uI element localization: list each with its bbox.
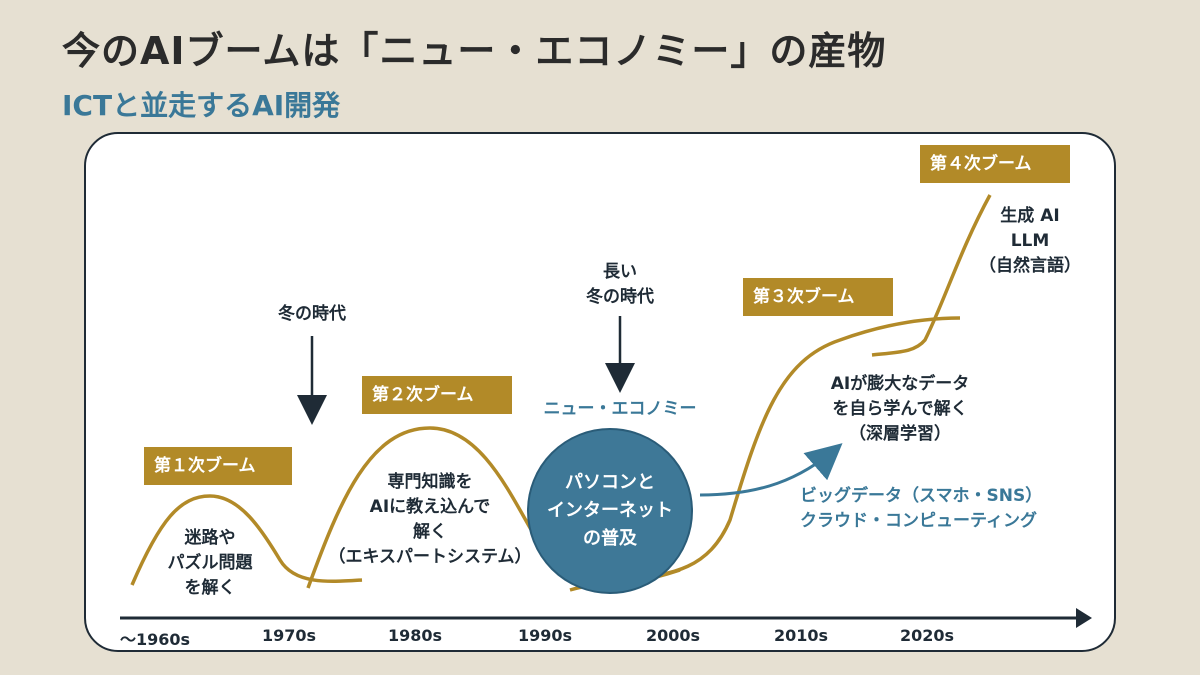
ict-arrow [699,443,843,497]
axis-tick: 〜1960s [120,630,191,649]
first-boom-content: 迷路や パズル問題 を解く [167,528,253,598]
new-economy-label: ニュー・エコノミー [543,399,697,419]
winter2-label: 長い 冬の時代 [586,262,654,307]
second-boom-badge: 第２次ブーム [362,376,512,414]
first-boom-badge: 第１次ブーム [144,447,292,485]
ict-label: ビッグデータ（スマホ・SNS） クラウド・コンピューティング [800,486,1043,531]
page-title: 今のAIブームは「ニュー・エコノミー」の産物 [62,29,887,73]
fourth-boom-curve [871,194,992,357]
axis-tick: 1990s [518,626,573,645]
axis-tick: 1970s [262,626,317,645]
pc-internet-circle: パソコンと インターネット の普及 [527,428,693,594]
axis-tick: 1980s [388,626,443,645]
page-subtitle: ICTと並走するAI開発 [62,89,341,122]
third-boom-badge: 第３次ブーム [743,278,893,316]
timeline-arrowhead [1076,608,1092,628]
second-boom-content: 専門知識を AIに教え込んで 解く （エキスパートシステム） [328,472,532,567]
winter1-label: 冬の時代 [278,304,346,324]
axis-tick: 2020s [900,626,955,645]
fourth-boom-content: 生成 AI LLM （自然言語） [979,206,1081,276]
axis-tick: 2000s [646,626,701,645]
third-boom-content: AIが膨大なデータ を自ら学んで解く （深層学習） [830,374,970,444]
axis-tick: 2010s [774,626,829,645]
fourth-boom-badge: 第４次ブーム [920,145,1070,183]
